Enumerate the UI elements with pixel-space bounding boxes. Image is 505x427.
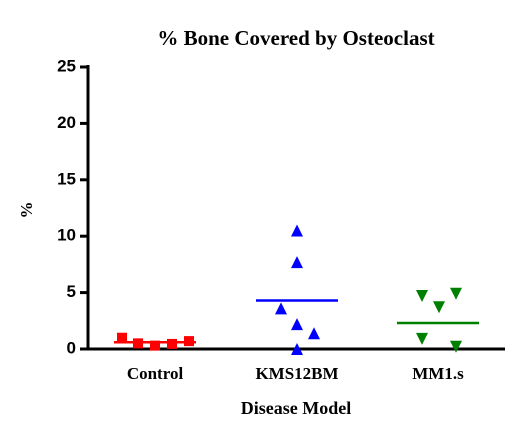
y-tick-label: 15 (57, 169, 76, 188)
x-tick-label: KMS12BM (255, 364, 338, 383)
data-point (291, 256, 303, 269)
data-point (291, 343, 303, 355)
data-point (450, 287, 462, 300)
data-point (291, 318, 303, 331)
y-tick-label: 25 (57, 56, 76, 75)
data-point (291, 224, 303, 237)
chart-title: % Bone Covered by Osteoclast (157, 26, 434, 50)
data-point (167, 338, 177, 349)
data-point (433, 301, 445, 314)
data-point (150, 340, 160, 351)
y-tick-label: 0 (67, 338, 76, 357)
y-tick-label: 10 (57, 226, 76, 245)
data-point (416, 289, 428, 302)
x-tick-label: Control (127, 364, 184, 383)
x-tick-label: MM1.s (412, 364, 464, 383)
data-point (416, 332, 428, 345)
y-tick-label: 5 (67, 282, 76, 301)
data-point (450, 340, 462, 353)
x-axis-label: Disease Model (241, 398, 351, 418)
y-tick-label: 20 (57, 113, 76, 132)
data-point (275, 302, 287, 315)
data-point (117, 332, 127, 343)
data-point (308, 327, 320, 340)
y-axis-label: % (17, 202, 36, 219)
